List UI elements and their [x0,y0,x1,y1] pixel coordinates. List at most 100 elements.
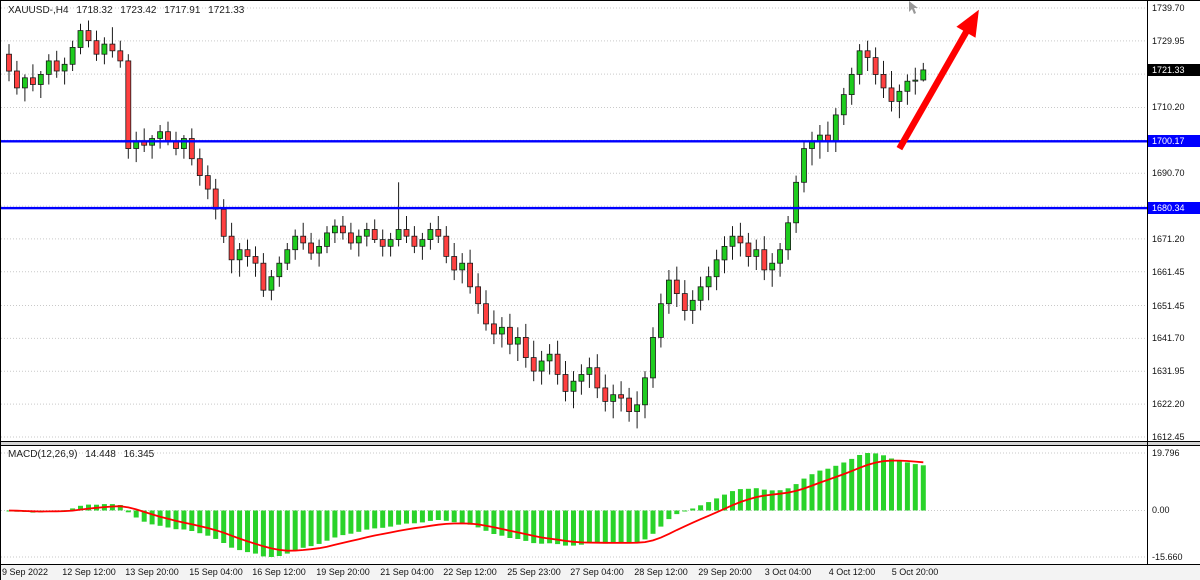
bear-candle-body [244,249,251,257]
bear-candle-body [761,249,768,271]
macd-histogram-bar [865,453,871,511]
macd-histogram-bar [205,510,211,536]
candle [697,276,704,311]
candle [514,327,521,361]
macd-axis[interactable]: 19.796 0.00 -15.660 [1148,446,1200,565]
bear-candle-body [443,235,450,257]
price-pane[interactable]: XAUUSD-,H4 1718.32 1723.42 1717.91 1721.… [1,1,1200,442]
candle [483,290,489,331]
macd-histogram-bar [857,455,863,511]
bear-candle-body [196,158,203,176]
macd-histogram-bar [451,510,457,523]
macd-axis-label: 19.796 [1152,448,1180,458]
bear-candle-body [53,60,60,72]
bear-candle-body [475,286,482,305]
price-axis-label: 1651.45 [1152,301,1185,311]
candle [37,71,44,98]
macd-histogram-bar [571,510,576,546]
bear-candle-body [109,43,116,52]
macd-histogram-bar [642,510,648,540]
bear-candle-body [626,397,632,413]
bear-candle-body [6,53,12,72]
candle [618,381,624,412]
candle [260,253,267,297]
candle [673,266,680,307]
candle [355,229,362,257]
bull-candle-body [514,336,521,345]
macd-indicator-label: MACD(12,26,9) [8,449,78,460]
macd-histogram-bar [388,510,394,527]
bear-candle-body [673,279,680,295]
candle [801,141,807,193]
macd-histogram-bar [70,508,76,511]
macd-histogram-bar [292,510,298,551]
macd-histogram-bar [356,510,362,532]
bear-candle-body [554,353,561,375]
candle [101,37,108,65]
pane-divider[interactable] [1,442,1200,446]
price-axis[interactable]: 1739.70 1729.95 1710.20 1690.70 1671.20 1661.… [1148,1,1200,442]
macd-histogram-bar [730,491,735,511]
macd-histogram-bar [86,504,91,511]
support-resistance-line[interactable] [1,206,1147,210]
bear-candle-body [188,138,195,160]
macd-histogram-bar [475,510,481,528]
macd-histogram-bar [594,510,600,543]
macd-histogram-bar [722,494,727,511]
bear-candle-body [562,374,569,392]
price-axis-label: 1641.70 [1152,333,1185,343]
bear-candle-body [888,87,895,102]
macd-histogram-bar [157,510,163,526]
candle [713,249,720,291]
macd-histogram-bar [793,484,799,511]
macd-histogram-bar [666,510,672,520]
bear-candle-body [85,30,92,42]
macd-histogram-bar [849,458,855,511]
macd-histogram-bar [173,510,179,530]
candle [395,182,402,247]
candle [904,74,911,105]
macd-histogram-bar [690,508,696,511]
candle [435,216,442,243]
trend-arrow-annotation[interactable] [896,9,979,151]
candle [188,128,195,166]
macd-histogram-bar [658,510,664,527]
candle [61,57,68,85]
macd-pane[interactable]: MACD(12,26,9) 14.448 16.345 19.796 0.00 -1… [1,446,1200,565]
candle [411,226,418,254]
candle [642,371,648,419]
time-axis-label: 9 Sep 2022 [1,567,49,577]
candle [117,40,124,68]
bull-candle-body [324,232,330,247]
macd-histogram-bar [411,510,417,524]
macd-histogram-bar [467,510,473,525]
bear-candle-body [308,242,315,254]
bull-candle-body [284,249,291,264]
candle [93,30,100,61]
macd-histogram-bar [896,460,902,511]
candle [856,44,863,85]
candle [347,222,354,250]
candle [363,222,370,247]
time-axis-label: 3 Oct 04:00 [764,567,812,577]
candle [737,222,744,257]
macd-histogram-bar [507,510,513,538]
macd-histogram-bar [881,455,886,511]
macd-chart[interactable] [1,446,1147,564]
candle [427,222,434,250]
candle [45,54,52,85]
price-axis-label: 1710.20 [1152,102,1185,112]
candlestick-chart[interactable] [1,1,1147,441]
candle [300,222,307,250]
candle [157,125,164,149]
macd-histogram-bar [777,490,783,511]
candle [149,135,156,159]
candle [832,108,839,152]
bull-candle-body [268,276,275,291]
ohlc-open: 1718.32 [76,5,113,16]
time-axis[interactable]: 9 Sep 2022 12 Sep 12:00 13 Sep 20:00 15 Sep… [1,565,1200,580]
bull-candle-body [658,303,664,338]
support-resistance-line[interactable] [1,140,1147,143]
bear-candle-body [681,293,688,311]
hline-price-badge: 1700.17 [1148,135,1200,147]
